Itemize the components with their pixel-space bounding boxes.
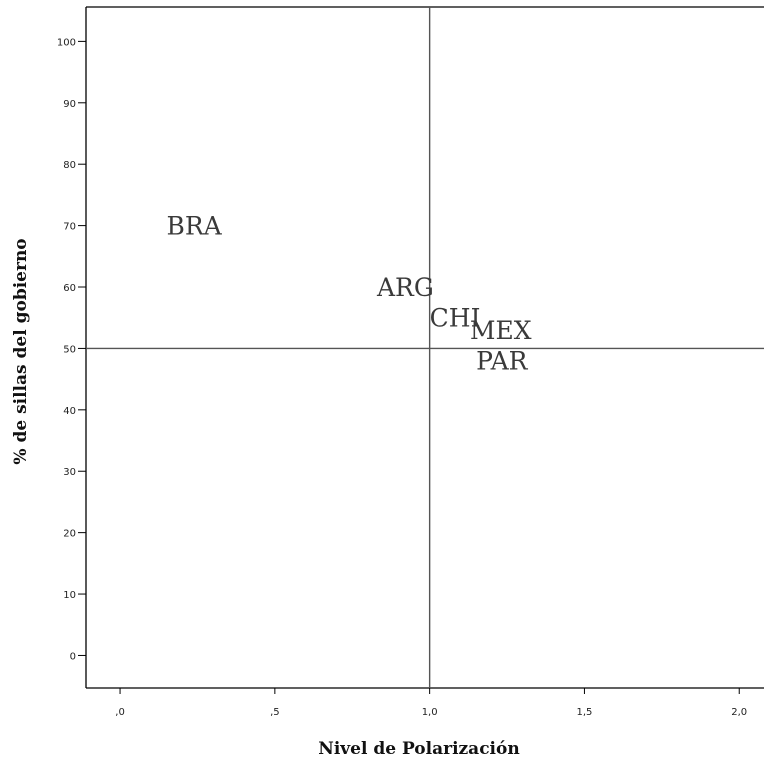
x-axis-title: Nivel de Polarización bbox=[318, 739, 519, 759]
y-tick-label: 70 bbox=[63, 222, 76, 233]
x-axis-ticks: ,0 ,5 1,0 1,5 2,0 bbox=[115, 688, 747, 718]
reference-lines bbox=[86, 7, 764, 688]
y-tick-label: 60 bbox=[63, 283, 76, 294]
plot-area bbox=[85, 6, 764, 689]
x-tick-label: ,5 bbox=[270, 707, 280, 718]
y-tick-label: 0 bbox=[70, 651, 76, 662]
y-axis-title: % de sillas del gobierno bbox=[11, 238, 31, 464]
y-tick-label: 20 bbox=[63, 529, 76, 540]
point-label-mex: MEX bbox=[470, 316, 532, 345]
y-tick-label: 50 bbox=[63, 344, 76, 355]
y-tick-label: 80 bbox=[63, 160, 76, 171]
x-tick-label: 1,0 bbox=[422, 707, 438, 718]
y-tick-label: 100 bbox=[57, 37, 76, 48]
x-tick-label: 2,0 bbox=[731, 707, 747, 718]
point-label-par: PAR bbox=[476, 347, 529, 376]
point-label-arg: ARG bbox=[376, 273, 434, 302]
point-label-bra: BRA bbox=[166, 212, 222, 241]
y-axis-ticks: 0 10 20 30 40 50 60 70 80 90 100 bbox=[57, 37, 86, 662]
y-tick-label: 90 bbox=[63, 99, 76, 110]
y-tick-label: 40 bbox=[63, 406, 76, 417]
y-tick-label: 10 bbox=[63, 590, 76, 601]
x-tick-label: 1,5 bbox=[576, 707, 592, 718]
y-tick-label: 30 bbox=[63, 467, 76, 478]
point-label-chi: CHI bbox=[430, 304, 481, 333]
x-tick-label: ,0 bbox=[115, 707, 125, 718]
